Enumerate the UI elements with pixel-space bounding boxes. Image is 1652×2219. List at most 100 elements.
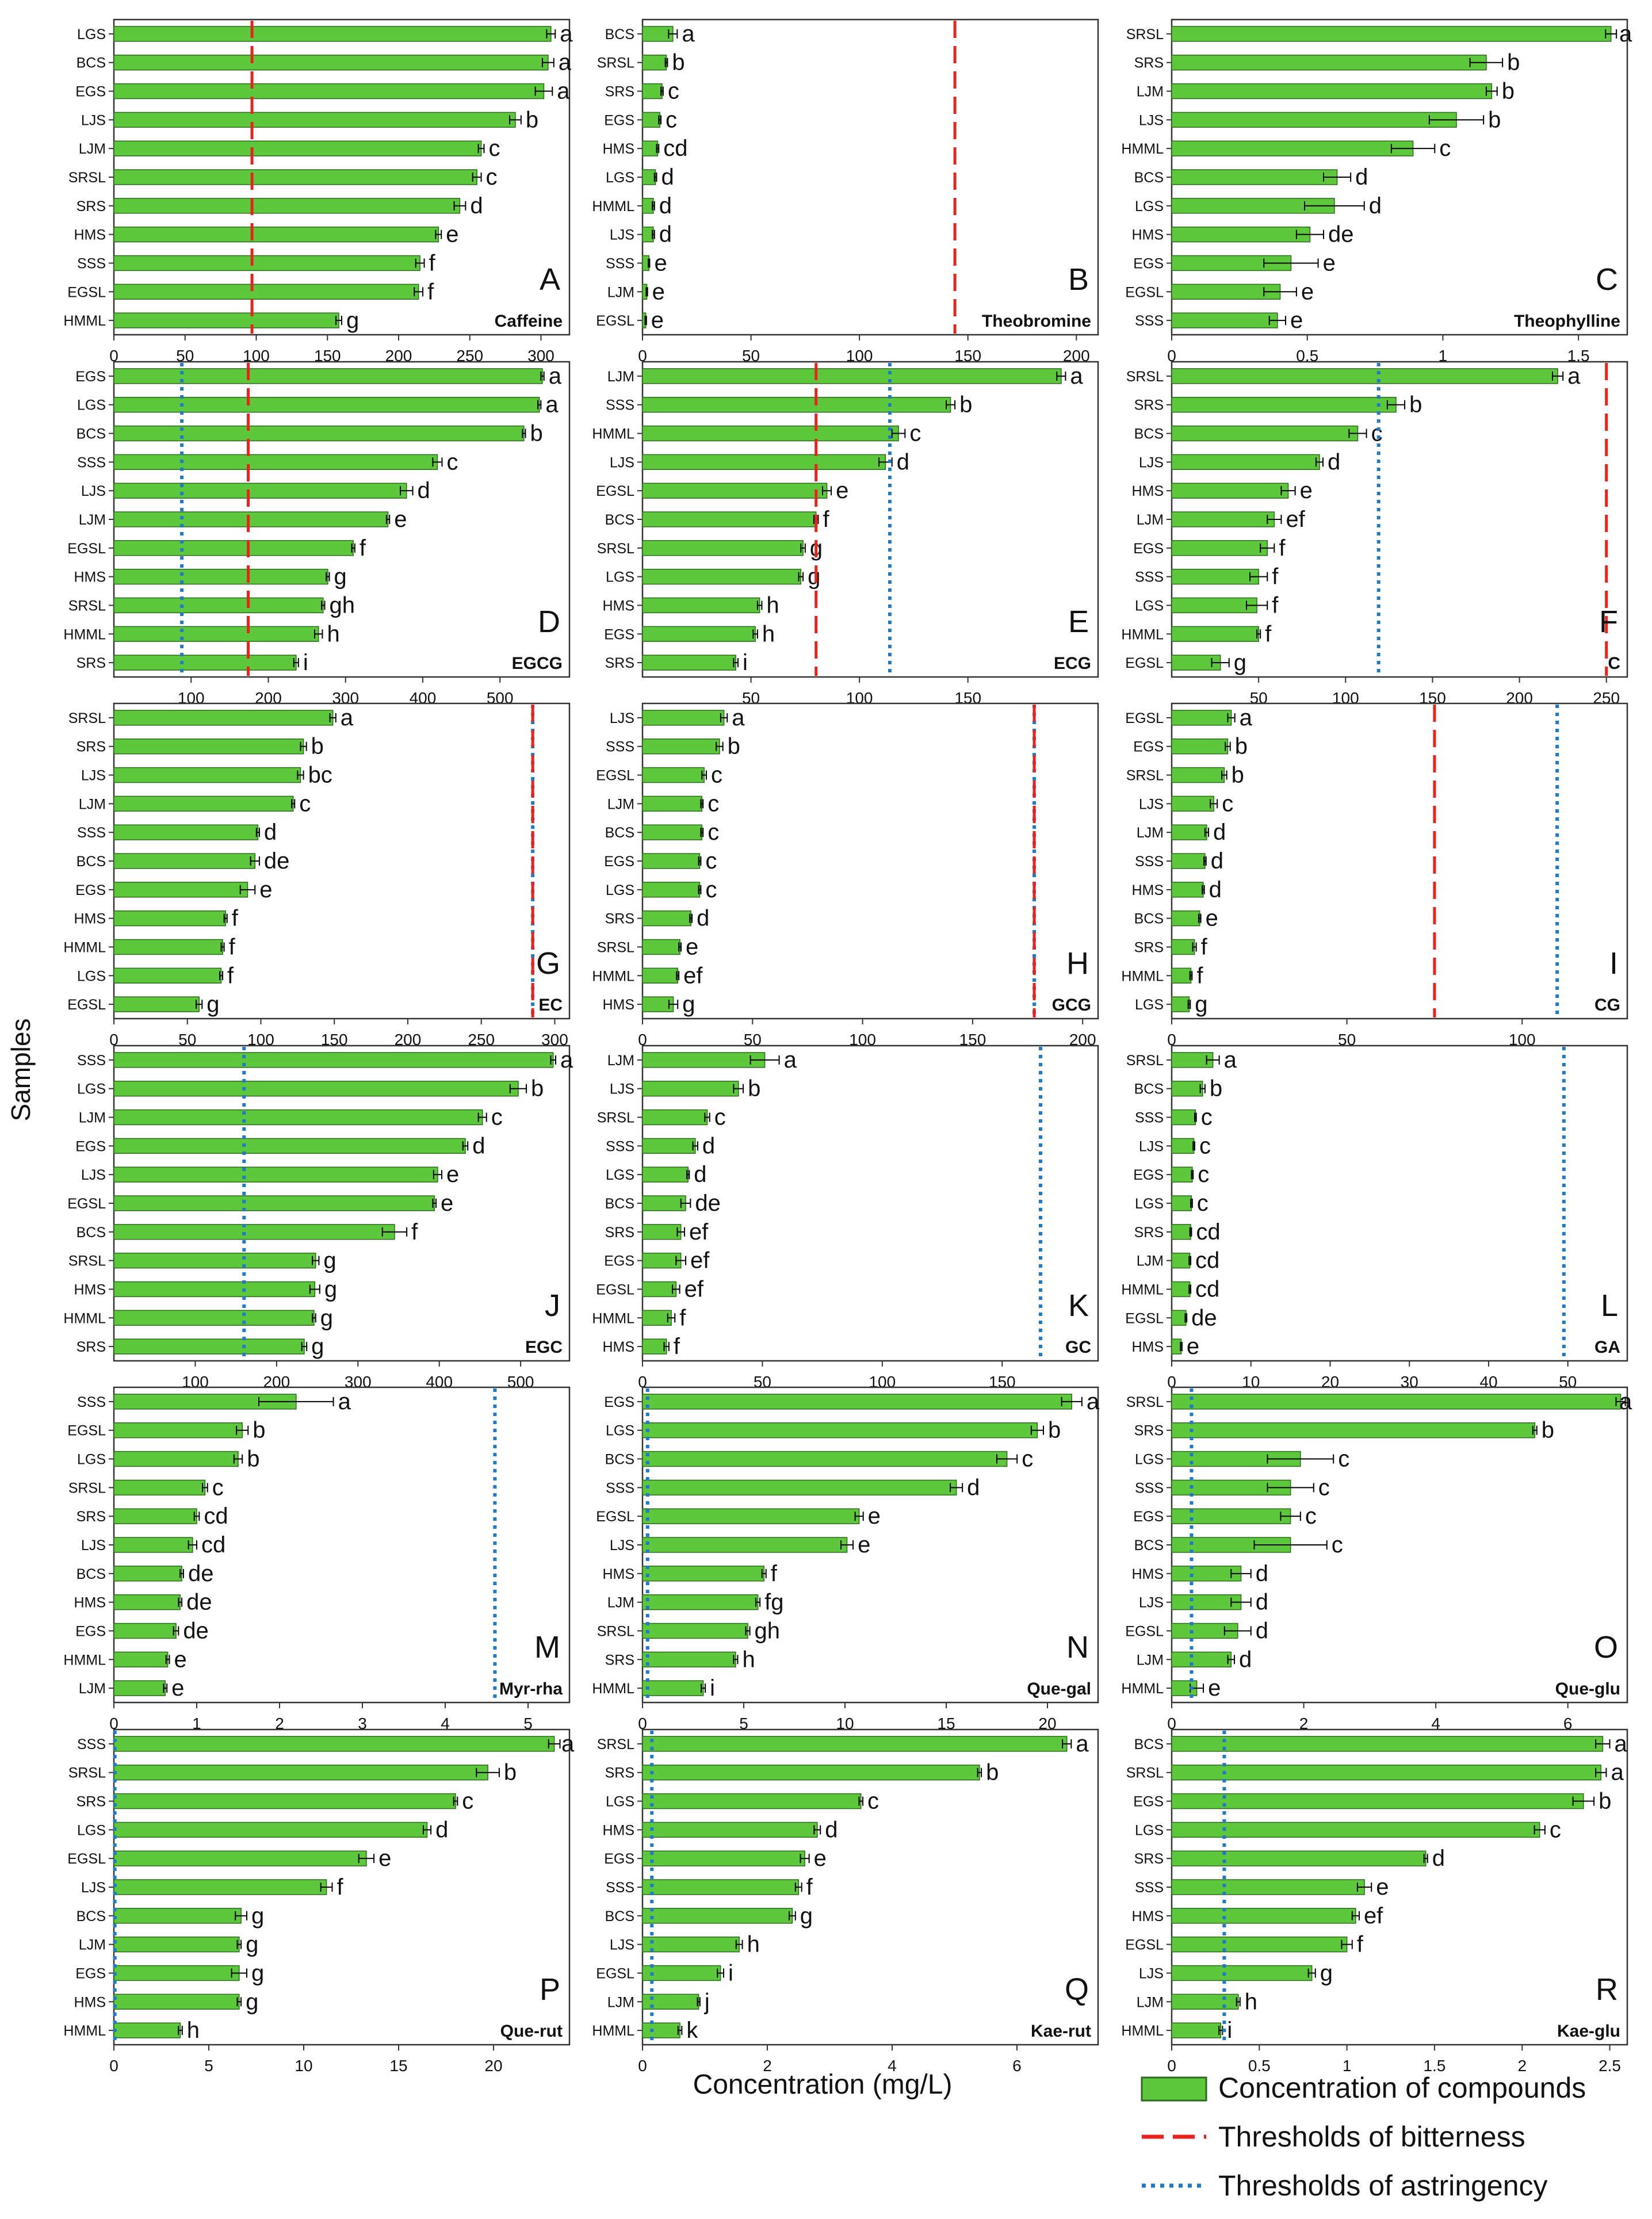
panel-q-letter: Q bbox=[1065, 1972, 1089, 2007]
panel-q-significance-label: g bbox=[800, 1903, 813, 1929]
panel-h-bar bbox=[642, 967, 678, 984]
legend: Concentration of compounds Thresholds of… bbox=[1141, 2072, 1586, 2202]
panel-a-category-label: SRSL bbox=[68, 170, 106, 186]
panel-m-bar bbox=[113, 1680, 166, 1696]
panel-m-xtick-label: 2 bbox=[275, 1715, 284, 1732]
panel-m-significance-label: b bbox=[253, 1418, 265, 1443]
panel-f-bar bbox=[1171, 597, 1257, 614]
panel-i-significance-label: b bbox=[1235, 734, 1248, 759]
panel-e-bar bbox=[642, 655, 736, 671]
panel-h-category-label: LJM bbox=[607, 796, 634, 812]
panel-c-significance-label: b bbox=[1488, 107, 1501, 132]
panel-k-significance-label: c bbox=[714, 1105, 726, 1130]
panel-c-category-label: LGS bbox=[1135, 198, 1164, 215]
panel-m-letter: M bbox=[534, 1630, 560, 1665]
panel-r-xtick-label: 2 bbox=[1517, 2057, 1527, 2075]
panel-b-category-label: SSS bbox=[606, 255, 634, 271]
panel-m-category-label: LJS bbox=[81, 1537, 106, 1554]
panel-r-category-label: SRS bbox=[1134, 1851, 1164, 1867]
panel-a-bar bbox=[113, 312, 339, 328]
panel-r-bar bbox=[1171, 1793, 1584, 1809]
panel-b-category-label: LGS bbox=[606, 170, 634, 186]
panel-o-category-label: LGS bbox=[1135, 1452, 1164, 1468]
panel-r-xtick-label: 1 bbox=[1343, 2057, 1352, 2075]
panel-a-significance-label: a bbox=[559, 50, 572, 75]
panel-i-category-label: SRS bbox=[1134, 939, 1164, 955]
panel-n-compound-title: Que-gal bbox=[1027, 1679, 1091, 1698]
panel-l-significance-label: de bbox=[1191, 1305, 1217, 1330]
panel-k-significance-label: f bbox=[679, 1305, 686, 1330]
panel-c: SRSL a SRS b LJM b LJS b HMML c BCS d LGS d HMS de EGS e E… bbox=[1121, 18, 1632, 365]
panel-h-compound-title: GCG bbox=[1052, 996, 1091, 1015]
panel-r-bar bbox=[1171, 1765, 1602, 1781]
panel-i-significance-label: e bbox=[1206, 906, 1218, 931]
panel-n-category-label: HMML bbox=[592, 1681, 634, 1697]
panel-l-bar bbox=[1171, 1224, 1191, 1240]
panel-c-category-label: LJS bbox=[1139, 112, 1164, 128]
panel-h-significance-label: c bbox=[708, 820, 719, 845]
panel-e-bar bbox=[642, 540, 804, 556]
panel-m-xtick-label: 3 bbox=[358, 1715, 367, 1732]
panel-b-category-label: LJM bbox=[607, 284, 634, 300]
panel-d-category-label: SSS bbox=[77, 454, 106, 470]
panel-g-bar bbox=[113, 795, 294, 812]
panel-b-category-label: HMS bbox=[602, 141, 634, 157]
panel-o-xtick-label: 0 bbox=[1167, 1715, 1176, 1732]
panel-j-bar bbox=[113, 1052, 554, 1068]
panel-f-compound-title: C bbox=[1608, 654, 1620, 673]
panel-q-bar bbox=[642, 2022, 680, 2038]
panel-b-bar bbox=[642, 26, 674, 42]
panel-h-bar bbox=[642, 739, 720, 755]
panel-h-category-label: EGS bbox=[604, 854, 634, 870]
panel-q-bar bbox=[642, 1936, 740, 1953]
panel-c-bar bbox=[1171, 226, 1311, 243]
panel-e: LJMaSSSbHMMLcLJSdEGSLeBCSfSRSLgLGSgHMShE… bbox=[592, 361, 1099, 707]
panel-g-category-label: HMS bbox=[74, 911, 106, 927]
panel-q-xtick-label: 4 bbox=[888, 2057, 897, 2075]
panel-a-significance-label: a bbox=[557, 79, 570, 104]
panel-a-category-label: LJM bbox=[79, 141, 106, 157]
panel-l-category-label: LGS bbox=[1135, 1196, 1164, 1212]
panel-q-bar bbox=[642, 1908, 793, 1924]
panel-p-category-label: LGS bbox=[77, 1822, 106, 1838]
panel-d-bar bbox=[113, 397, 540, 413]
panel-k-category-label: LJM bbox=[607, 1053, 634, 1069]
panel-e-compound-title: ECG bbox=[1054, 654, 1091, 673]
panel-j-category-label: LGS bbox=[77, 1081, 106, 1097]
panel-l-frame bbox=[1171, 1045, 1628, 1362]
panel-j-significance-label: b bbox=[531, 1076, 544, 1101]
panel-l-bar bbox=[1171, 1281, 1191, 1298]
panel-c-significance-label: d bbox=[1369, 193, 1382, 219]
panel-k-xtick-label: 0 bbox=[638, 1373, 647, 1391]
panel-d-letter: D bbox=[538, 605, 560, 639]
panel-n-category-label: SRSL bbox=[597, 1623, 634, 1639]
panel-l-significance-label: c bbox=[1199, 1133, 1211, 1158]
panel-p-significance-label: g bbox=[246, 1989, 258, 2014]
panel-a-significance-label: f bbox=[427, 279, 434, 304]
panel-r-category-label: SRSL bbox=[1126, 1765, 1164, 1781]
panel-g-significance-label: f bbox=[227, 963, 234, 988]
panel-c-bar bbox=[1171, 169, 1338, 185]
panel-e-bar bbox=[642, 454, 886, 470]
panel-a-category-label: LGS bbox=[77, 26, 106, 43]
panel-g-category-label: EGSL bbox=[67, 997, 106, 1013]
panel-n: EGS a LGS b BCS c SSS d EGSL e LJS e HMS f LJM fg SRSL gh… bbox=[592, 1386, 1100, 1732]
panel-i-category-label: HMML bbox=[1121, 968, 1164, 984]
panel-q-bar bbox=[642, 1879, 799, 1895]
panel-m-bar bbox=[113, 1594, 181, 1610]
panel-m-category-label: SRSL bbox=[68, 1480, 106, 1496]
x-axis-title: Concentration (mg/L) bbox=[693, 2069, 953, 2100]
panel-g-significance-label: bc bbox=[308, 763, 332, 788]
panel-r-bar bbox=[1171, 1965, 1313, 1981]
panel-p-bar bbox=[113, 1994, 240, 2010]
panel-h-category-label: HMML bbox=[592, 968, 634, 984]
panel-d-bar bbox=[113, 425, 525, 442]
panel-l-significance-label: cd bbox=[1195, 1248, 1219, 1273]
panel-d-significance-label: g bbox=[334, 564, 347, 590]
panel-b-significance-label: c bbox=[666, 107, 677, 132]
panel-e-bar bbox=[642, 483, 828, 499]
panel-q-category-label: EGS bbox=[604, 1851, 634, 1867]
panel-l-category-label: BCS bbox=[1134, 1081, 1164, 1097]
panel-e-category-label: BCS bbox=[605, 512, 634, 528]
